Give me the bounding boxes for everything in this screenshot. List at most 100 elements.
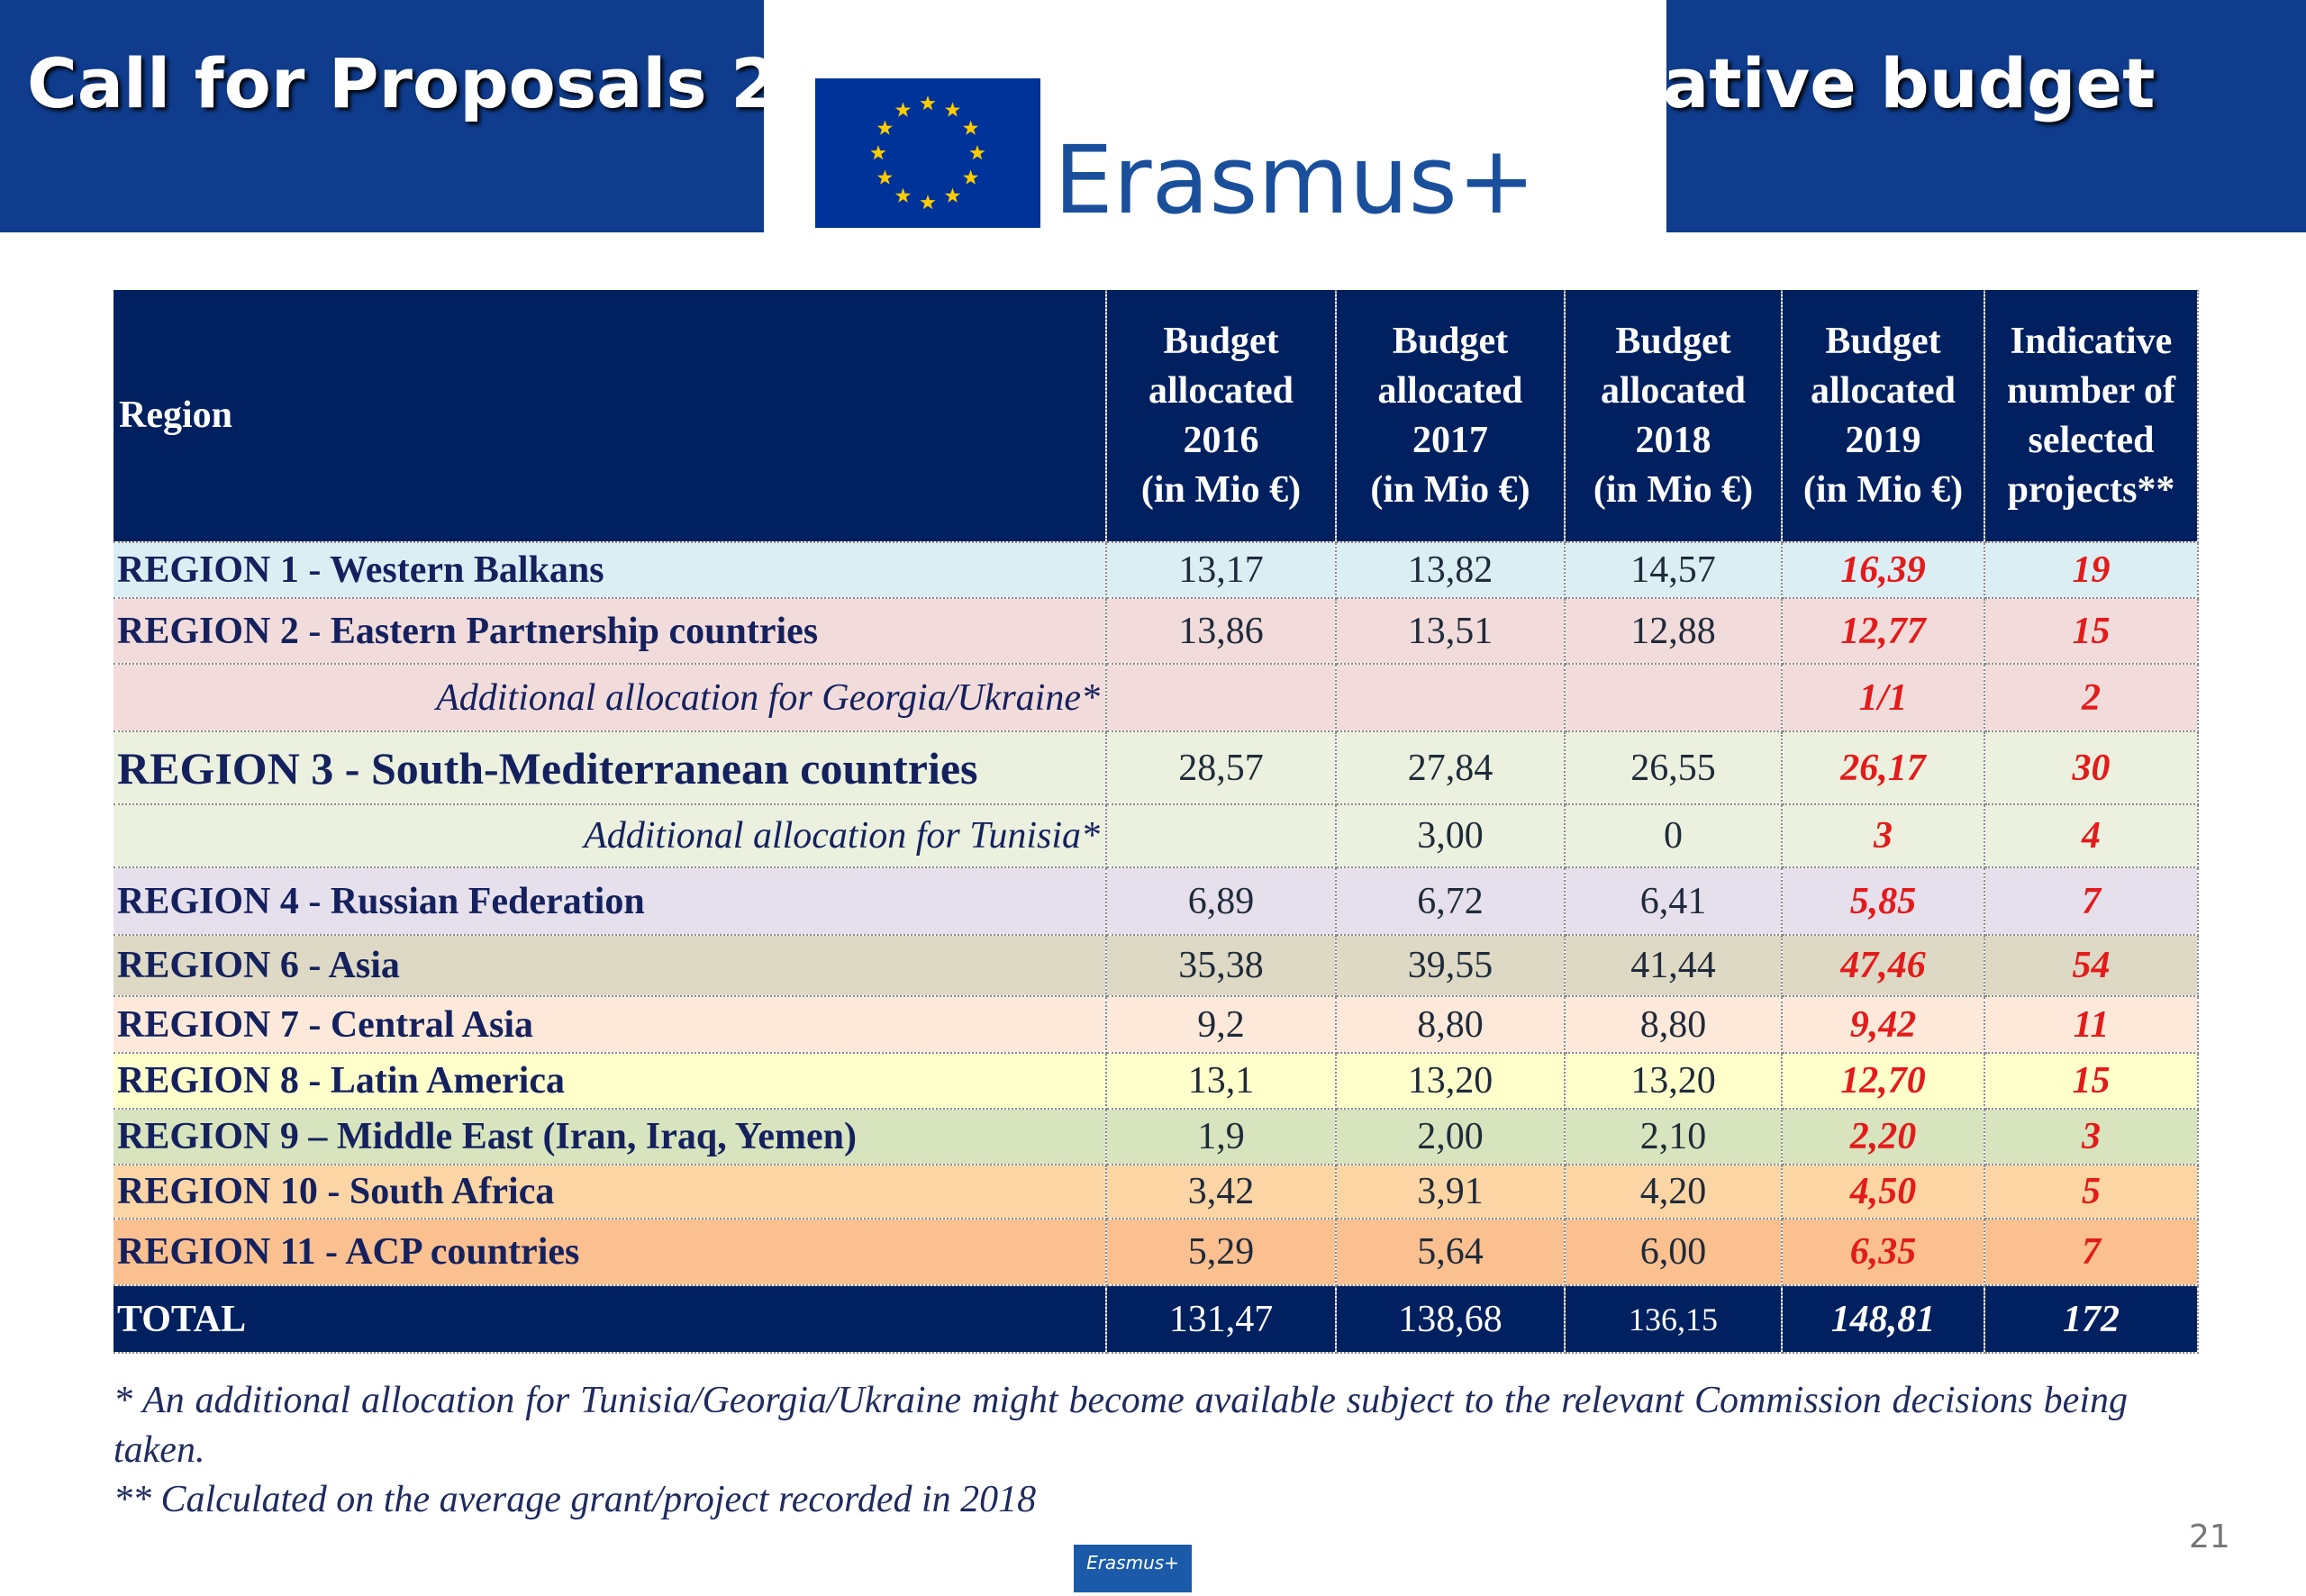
table-row: Additional allocation for Tunisia* 3,00 0 3… <box>113 804 2199 868</box>
table-row: REGION 4 - Russian Federation 6,89 6,72 6,4… <box>113 867 2199 936</box>
table-row: REGION 11 - ACP countries 5,29 5,64 6,00 6,3… <box>113 1219 2199 1286</box>
table-row: REGION 8 - Latin America 13,1 13,20 13,20 12… <box>113 1053 2199 1110</box>
table-row: REGION 9 – Middle East (Iran, Iraq, Yeme… <box>113 1109 2199 1165</box>
value-cell: 172 <box>1984 1285 2199 1354</box>
region-cell: Additional allocation for Georgia/Ukrain… <box>113 664 1107 732</box>
footnote: * An additional allocation for Tunisia/G… <box>113 1380 2128 1471</box>
erasmus-logo: Erasmus+ <box>764 0 1666 270</box>
region-cell: REGION 1 - Western Balkans <box>113 542 1107 599</box>
value-cell: 13,17 <box>1106 542 1337 599</box>
header-line: allocated <box>1601 369 1746 412</box>
star <box>920 95 936 111</box>
value-cell: 4,20 <box>1565 1165 1783 1220</box>
column-header: Region <box>113 290 1107 543</box>
table-row: REGION 10 - South Africa 3,42 3,91 4,20 4,50… <box>113 1165 2199 1220</box>
value-cell: 35,38 <box>1106 935 1337 997</box>
value-cell: 6,89 <box>1106 867 1337 936</box>
value-cell: 28,57 <box>1106 731 1337 805</box>
region-cell: REGION 9 – Middle East (Iran, Iraq, Yeme… <box>113 1109 1107 1165</box>
column-header: Budget allocated 2019 (in Mio €) <box>1782 290 1985 543</box>
value-cell: 13,1 <box>1106 1053 1337 1110</box>
value-cell: 39,55 <box>1336 935 1566 997</box>
value-cell: 2,10 <box>1565 1109 1783 1165</box>
value-cell: 136,15 <box>1565 1285 1783 1354</box>
value-cell: 2,20 <box>1782 1109 1985 1165</box>
star <box>894 187 912 203</box>
value-cell: 4 <box>1984 804 2199 868</box>
footnotes: * An additional allocation for Tunisia/G… <box>113 1376 2128 1525</box>
header-line: 2018 <box>1635 419 1711 461</box>
value-cell: 41,44 <box>1565 935 1783 997</box>
value-cell: 11 <box>1984 996 2199 1054</box>
table-row: TOTAL 131,47 138,68 136,15 148,81 172 <box>113 1285 2199 1354</box>
value-cell <box>1106 664 1337 732</box>
value-cell: 5,85 <box>1782 867 1985 936</box>
value-cell: 19 <box>1984 542 2199 599</box>
header-line: (in Mio €) <box>1370 468 1530 511</box>
star <box>894 102 912 117</box>
value-cell: 26,55 <box>1565 731 1783 805</box>
value-cell: 3,91 <box>1336 1165 1566 1220</box>
header-line: projects** <box>2007 468 2175 511</box>
value-cell: 148,81 <box>1782 1285 1985 1354</box>
value-cell: 30 <box>1984 731 2199 805</box>
region-cell: REGION 3 - South-Mediterranean countries <box>113 731 1107 805</box>
header-line: 2019 <box>1845 419 1921 461</box>
value-cell: 15 <box>1984 1053 2199 1110</box>
value-cell: 12,88 <box>1565 598 1783 665</box>
header-line: Budget <box>1825 320 1941 362</box>
value-cell: 3,42 <box>1106 1165 1337 1220</box>
value-cell: 8,80 <box>1336 996 1566 1054</box>
region-cell: REGION 6 - Asia <box>113 935 1107 997</box>
value-cell: 3 <box>1984 1109 2199 1165</box>
header-line: Budget <box>1392 320 1509 362</box>
value-cell: 16,39 <box>1782 542 1985 599</box>
star <box>963 169 979 185</box>
value-cell: 9,42 <box>1782 996 1985 1054</box>
header-line: selected <box>2028 419 2155 461</box>
value-cell: 5,29 <box>1106 1219 1337 1286</box>
header-line: allocated <box>1811 369 1956 412</box>
header-line: allocated <box>1377 369 1523 412</box>
page-number: 21 <box>2189 1519 2230 1555</box>
value-cell: 6,00 <box>1565 1219 1783 1286</box>
table-row: Additional allocation for Georgia/Ukrain… <box>113 664 2199 732</box>
value-cell: 3,00 <box>1336 804 1566 868</box>
footer-logo: Erasmus+ <box>1074 1545 1192 1592</box>
star <box>920 195 936 210</box>
eu-flag <box>815 78 1040 228</box>
footnote: ** Calculated on the average grant/proje… <box>113 1479 1037 1520</box>
column-header: Indicative number of selected projects** <box>1984 290 2199 543</box>
value-cell: 5,64 <box>1336 1219 1566 1286</box>
header-bar <box>1666 0 2306 232</box>
value-cell: 27,84 <box>1336 731 1566 805</box>
region-cell: REGION 2 - Eastern Partnership countries <box>113 598 1107 665</box>
value-cell: 13,20 <box>1565 1053 1783 1110</box>
header-line: (in Mio €) <box>1140 468 1302 511</box>
header-line: allocated <box>1148 369 1294 412</box>
value-cell: 14,57 <box>1565 542 1783 599</box>
table-row: REGION 2 - Eastern Partnership countries… <box>113 598 2199 665</box>
region-cell: TOTAL <box>113 1285 1107 1354</box>
star <box>963 120 979 135</box>
header-line: 2016 <box>1183 419 1259 461</box>
value-cell: 0 <box>1565 804 1783 868</box>
star <box>969 145 985 160</box>
star <box>944 187 961 203</box>
value-cell <box>1565 664 1783 732</box>
column-header: Budget allocated 2018 (in Mio €) <box>1565 290 1783 543</box>
value-cell: 13,20 <box>1336 1053 1566 1110</box>
value-cell: 7 <box>1984 1219 2199 1286</box>
value-cell <box>1106 804 1337 868</box>
title: Call for Proposals 2 <box>27 43 778 123</box>
logo-text: Erasmus+ <box>1054 125 1536 235</box>
value-cell: 1,9 <box>1106 1109 1337 1165</box>
column-header: Budget allocated 2017 (in Mio €) <box>1336 290 1566 543</box>
star <box>870 145 886 160</box>
value-cell: 13,86 <box>1106 598 1337 665</box>
value-cell: 3 <box>1782 804 1985 868</box>
value-cell: 15 <box>1984 598 2199 665</box>
value-cell: 8,80 <box>1565 996 1783 1054</box>
header-line: Budget <box>1163 320 1279 362</box>
